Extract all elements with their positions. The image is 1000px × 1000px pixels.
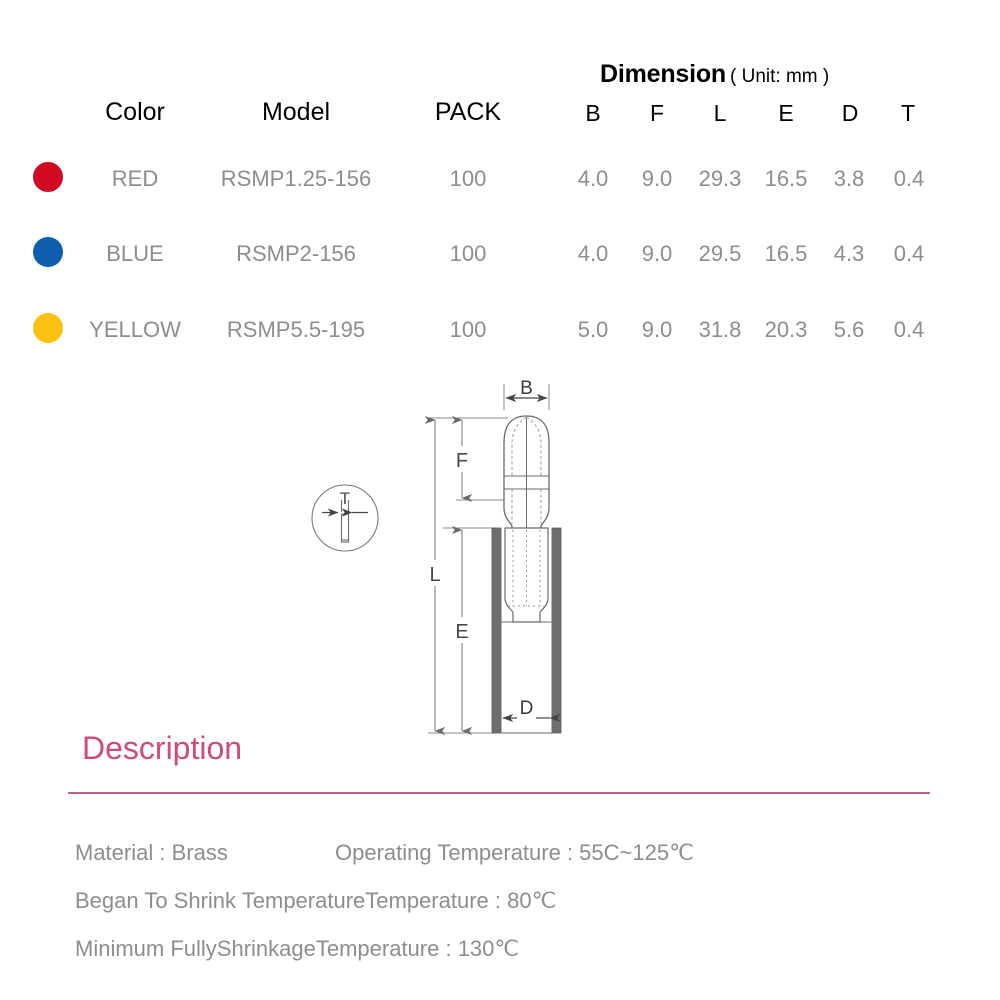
bullet-pin-body xyxy=(503,415,550,561)
dimension-f: F xyxy=(451,415,473,503)
cell-model: RSMP2-156 xyxy=(236,241,356,266)
cell-l: 31.8 xyxy=(698,317,742,342)
cell-e: 16.5 xyxy=(764,166,808,191)
cell-d: 5.6 xyxy=(833,317,865,342)
cell-pack: 100 xyxy=(449,317,487,342)
label-l: L xyxy=(429,564,440,586)
cell-b: 5.0 xyxy=(577,317,609,342)
cell-d: 4.3 xyxy=(833,241,865,266)
cell-pack: 100 xyxy=(449,166,487,191)
description-material: Material : Brass xyxy=(75,840,228,865)
cell-model: RSMP5.5-195 xyxy=(226,317,366,342)
dimension-title-group: Dimension( Unit: mm ) xyxy=(600,60,829,89)
description-operating-temperature: Operating Temperature : 55C~125℃ xyxy=(335,840,694,865)
cell-t: 0.4 xyxy=(893,241,925,266)
cell-color: RED xyxy=(111,166,159,191)
header-f: F xyxy=(649,100,665,126)
color-swatch xyxy=(33,162,63,192)
cell-l: 29.5 xyxy=(698,241,742,266)
cell-e: 20.3 xyxy=(764,317,808,342)
thickness-detail-inset: T xyxy=(311,484,379,552)
header-color: Color xyxy=(105,98,165,126)
header-l: L xyxy=(713,100,727,126)
cell-color: YELLOW xyxy=(89,317,181,342)
color-swatch xyxy=(33,237,63,267)
header-e: E xyxy=(778,100,794,126)
color-swatch xyxy=(33,313,63,343)
description-divider xyxy=(68,792,930,794)
cell-f: 9.0 xyxy=(641,166,673,191)
cell-e: 16.5 xyxy=(764,241,808,266)
dimension-l: L xyxy=(424,415,446,736)
cell-pack: 100 xyxy=(449,241,487,266)
label-e: E xyxy=(455,621,468,643)
cell-f: 9.0 xyxy=(641,317,673,342)
dimension-unit: ( Unit: mm ) xyxy=(730,66,830,87)
header-d: D xyxy=(841,100,859,126)
extension-lines xyxy=(428,417,508,734)
cell-d: 3.8 xyxy=(833,166,865,191)
cell-b: 4.0 xyxy=(577,166,609,191)
dimension-title: Dimension xyxy=(600,60,726,88)
cell-l: 29.3 xyxy=(698,166,742,191)
label-b: B xyxy=(520,378,533,399)
label-f: F xyxy=(456,450,468,472)
header-b: B xyxy=(585,100,601,126)
cell-t: 0.4 xyxy=(893,317,925,342)
description-heading: Description xyxy=(82,730,243,766)
cell-b: 4.0 xyxy=(577,241,609,266)
cell-color: BLUE xyxy=(106,241,164,266)
description-shrink-start-temperature: Began To Shrink TemperatureTemperature :… xyxy=(75,888,557,913)
label-d: D xyxy=(520,698,534,719)
dimension-e: E xyxy=(451,525,473,736)
header-t: T xyxy=(900,100,916,126)
header-model: Model xyxy=(261,98,331,126)
insulation-sleeve xyxy=(491,527,562,734)
dimension-d: D xyxy=(502,698,561,723)
cell-f: 9.0 xyxy=(641,241,673,266)
dimension-b: B xyxy=(503,378,550,410)
description-full-shrink-temperature: Minimum FullyShrinkageTemperature : 130℃ xyxy=(75,936,520,961)
label-t: T xyxy=(340,489,350,508)
header-pack: PACK xyxy=(434,98,502,126)
cell-model: RSMP1.25-156 xyxy=(220,166,372,191)
cell-t: 0.4 xyxy=(893,166,925,191)
